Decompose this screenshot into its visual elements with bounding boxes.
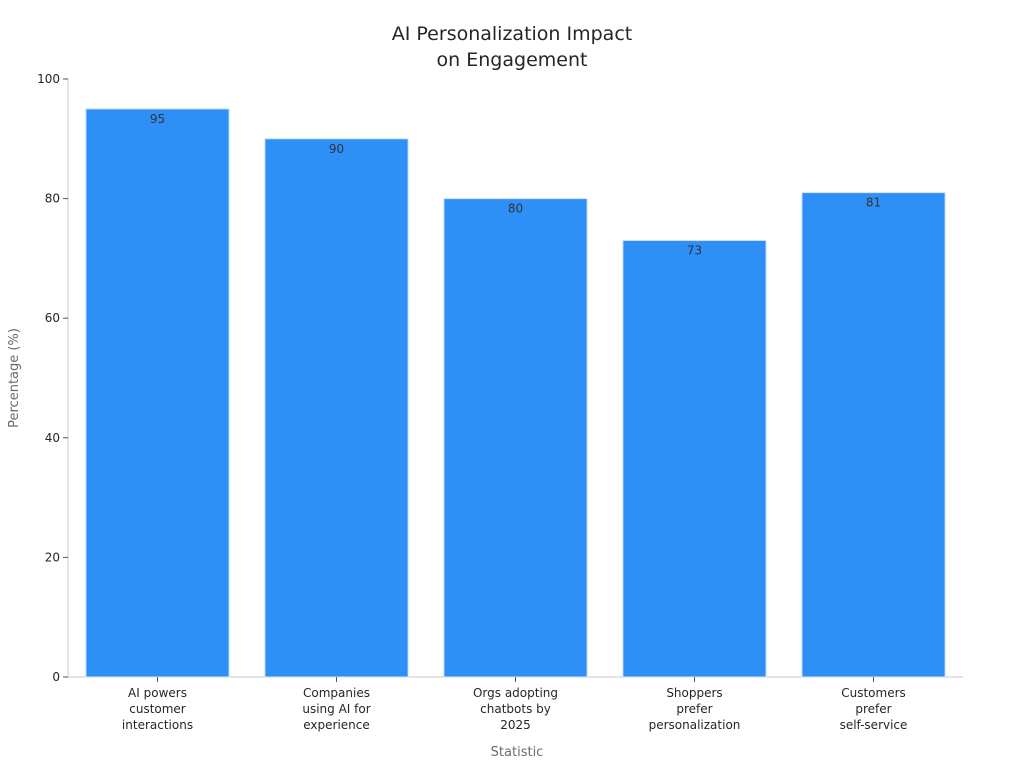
bar [264, 138, 409, 678]
bar-value-label: 90 [329, 142, 344, 156]
bar [622, 239, 767, 678]
x-tick-label: personalization [649, 718, 741, 732]
x-tick-label: 2025 [500, 718, 531, 732]
bar [85, 108, 230, 678]
x-tick-label: experience [303, 718, 370, 732]
bar-value-label: 81 [866, 196, 881, 210]
x-tick-label: Orgs adopting [473, 686, 558, 700]
y-tick-label: 20 [45, 550, 60, 564]
y-tick-label: 40 [45, 431, 60, 445]
x-tick-label: AI powers [128, 686, 187, 700]
y-tick-label: 0 [52, 670, 60, 684]
x-tick-label: using AI for [302, 702, 370, 716]
x-tick-label: interactions [122, 718, 193, 732]
x-tick-label: Shoppers [666, 686, 722, 700]
y-ticks: 0 20 40 60 80 100 [37, 72, 68, 684]
x-tick-label: self-service [840, 718, 908, 732]
x-tick-label: prefer [855, 702, 891, 716]
bar [801, 192, 946, 678]
x-tick-label: Companies [303, 686, 370, 700]
x-axis-title: Statistic [491, 745, 544, 760]
y-tick-label: 80 [45, 192, 60, 206]
x-tick-label: customer [129, 702, 186, 716]
x-tick-label: chatbots by [480, 702, 551, 716]
chart-title-line-2: on Engagement [437, 49, 588, 71]
data-labels: 95 90 80 73 81 [150, 112, 881, 258]
chart-title: AI Personalization Impact on Engagement [392, 23, 632, 71]
x-tick-label: prefer [676, 702, 712, 716]
bar [443, 198, 588, 678]
x-ticks: AI powers customer interactions Companies us… [122, 677, 908, 732]
y-tick-label: 100 [37, 72, 60, 86]
y-tick-label: 60 [45, 311, 60, 325]
bar-value-label: 80 [508, 202, 523, 216]
y-axis-title: Percentage (%) [7, 328, 22, 428]
bar-value-label: 73 [687, 243, 702, 257]
x-tick-label: Customers [841, 686, 906, 700]
bars [85, 108, 946, 678]
bar-value-label: 95 [150, 112, 165, 126]
chart-title-line-1: AI Personalization Impact [392, 23, 632, 45]
